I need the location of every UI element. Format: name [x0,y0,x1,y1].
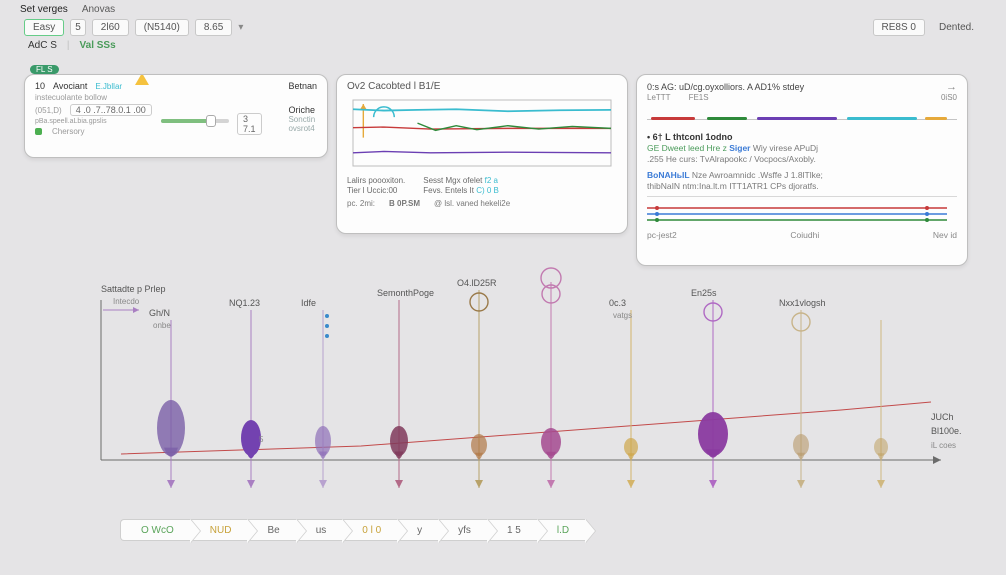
pl-hdr-c: E.Jbllar [95,82,122,91]
pl-value-box[interactable]: 4 .0 .7..78.0.1 .00 [70,104,152,116]
pm-chart [347,94,617,172]
pl-ra: Betnan [288,81,317,91]
pr-mini2-chart [647,202,957,228]
pl-rc: Sonctin [288,115,317,124]
pr-sec1: • 6† L thtconl 1odno GE Dweet leed Hre z… [647,132,957,164]
warning-icon [135,74,149,85]
svg-text:O4.lD25R: O4.lD25R [457,278,497,288]
pl-r2a: (051,D) [35,106,62,115]
svg-text:iL coes: iL coes [931,441,956,450]
tab-0[interactable]: O WcO [120,519,190,541]
pl-hdr-a: 10 [35,81,45,91]
pr-s2l: thibNaIN ntm:Ina.lt.m ITT1ATR1 CPs djora… [647,181,957,191]
toolbar-btn-0[interactable]: Easy [24,19,64,36]
svg-text:Intecdo: Intecdo [113,297,140,306]
pm-l1a: Lalirs poooxiton. [347,176,405,185]
pl-r2s: pBa.speell.aLbia.gpslis [35,118,107,125]
tabstrip: O WcONUDBeus0 l 0yyfs1 5l.D [120,519,880,547]
svg-text:NQ1.23: NQ1.23 [229,298,260,308]
pr-ia: pc-jest2 [647,230,677,240]
pr-ib: Coiudhi [790,230,819,240]
menu-item-left[interactable]: Set verges [20,4,68,15]
svg-text:Nxx1vlogsh: Nxx1vlogsh [779,298,826,308]
svg-text:Sattadte p Prlep: Sattadte p Prlep [101,284,166,294]
panel-mid: Ov2 Cacobted l B1/E Lalirs poooxiton. Ti… [336,74,628,234]
svg-text:Idfe: Idfe [301,298,316,308]
pl-rb: Oriche [288,105,317,115]
pr-s2b: Nze Awroamnidc .Wsffe J 1.8lTlke; [692,170,823,180]
toolbar-right-2[interactable]: Dented. [931,20,982,35]
toolbar-btn-2[interactable]: 2l60 [92,19,129,36]
pl-slider[interactable]: 3 7.1 [161,109,229,129]
green-swatch-icon [35,128,42,135]
pm-fa: pc. 2mi: [347,199,375,208]
pr-s1k: • 6† L thtconl 1odno [647,132,957,142]
pm-l2d: C) 0 B [476,186,499,195]
svg-text:vatgs: vatgs [613,311,632,320]
pl-r3l: Chersory [52,127,84,136]
pl-hdr-sub: instecuolante bollow [35,93,107,102]
svg-text:SemonthPoge: SemonthPoge [377,288,434,298]
menu-bar: Set verges Anovas [0,0,1006,17]
svg-text:Bl100e.: Bl100e. [931,426,962,436]
pm-legend: Lalirs poooxiton. Tier l Uccic:00 Sesst … [347,176,617,195]
menu-item-right[interactable]: Anovas [82,4,115,15]
panel-right: 0:s AG: uD/cg.oyxolliors. A AD1% stdey →… [636,74,968,266]
sub-a: AdC S [28,40,57,51]
pm-l2c: Fevs. Entels It [423,186,474,195]
toolbar-btn-3[interactable]: (N5140) [135,19,189,36]
pm-title: Ov2 Cacobted l B1/E [347,81,617,92]
svg-text:En25s: En25s [691,288,717,298]
toolbar-right-1[interactable]: RE8S 0 [873,19,925,36]
pm-fb: B 0P.SM [389,199,420,208]
pr-sec2: BоNAHьIL Nze Awroamnidc .Wsffe J 1.8lTlk… [647,170,957,191]
pm-l2b: f2 a [485,176,498,185]
toolbar-btn-4[interactable]: 8.65 [195,19,232,36]
pr-title: 0:s AG: uD/cg.oyxolliors. A AD1% stdey [647,82,804,92]
toolbar-btn-1[interactable]: 5 [70,19,86,36]
pl-slider-value: 3 7.1 [237,113,262,135]
pm-footer: pc. 2mi: B 0P.SM @ lsl. vaned hekeli2e [347,199,617,208]
pr-stb: FE1S [689,93,709,102]
pr-dd[interactable]: 0iS0 [941,93,957,102]
pr-s2a: BоNAHьIL [647,170,690,180]
panel-left: 10 Avociant E.Jbllar instecuolante bollo… [24,74,328,158]
pm-l2a: Sesst Mgx ofelet [423,176,482,185]
pl-rd: ovsrot4 [288,124,317,133]
svg-text:Gh/N: Gh/N [149,308,170,318]
pr-s1l2: .255 He curs: TvAlrapооkc / Vocpocs/Axob… [647,154,957,164]
toolbar-dropdown-icon[interactable]: ▾ [238,22,243,33]
pr-s1b: Siger [729,143,750,153]
pr-sta: LeTTT [647,93,671,102]
sub-toolbar: AdC S | Val SSs [0,38,1006,55]
pr-mini-chart [647,104,957,126]
arrow-right-icon[interactable]: → [946,81,957,93]
pl-hdr-b: Avociant [53,81,87,91]
main-chart: Sattadte p Prlep Intecdo JUCh Bl100e. iL coe… [56,270,966,500]
toolbar: Easy 5 2l60 (N5140) 8.65 ▾ RE8S 0 Dented… [0,17,1006,38]
svg-text:onbe: onbe [153,321,171,330]
pr-ic: Nev id [933,230,957,240]
panels-row: 10 Avociant E.Jbllar instecuolante bollo… [24,74,982,266]
svg-text:JUCh: JUCh [931,412,954,422]
pm-fc: @ lsl. vaned hekeli2e [434,199,510,208]
pill-badge: FL S [30,65,59,74]
pr-s1a: GE Dweet leed Hre z [647,143,727,153]
sub-b: Val SSs [80,40,116,51]
svg-text:5: 5 [259,435,264,444]
pr-s1c: Wiy virese APuDj [753,143,818,153]
svg-text:0c.3: 0c.3 [609,298,626,308]
pm-l1b: Tier l Uccic:00 [347,186,405,195]
